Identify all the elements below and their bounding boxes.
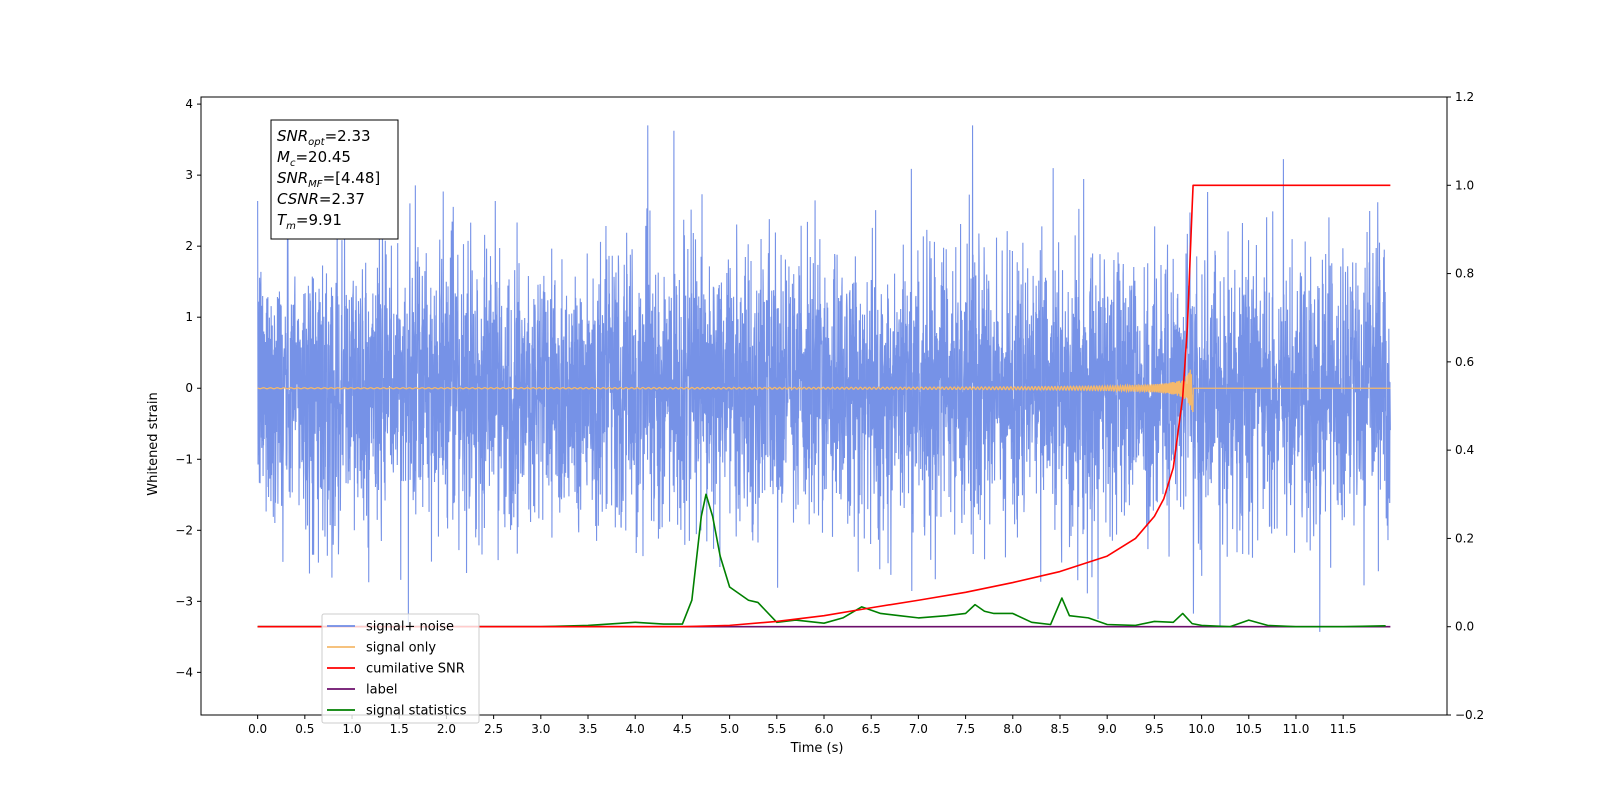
plot-area xyxy=(257,125,1391,632)
x-tick-label: 9.0 xyxy=(1098,722,1117,736)
annotation-line: SNRopt=2.33 xyxy=(277,127,371,148)
y2-tick-label: 1.0 xyxy=(1455,178,1474,192)
y-tick-label: −3 xyxy=(175,594,193,608)
x-axis-label: Time (s) xyxy=(790,741,844,756)
y2-tick-label: 1.2 xyxy=(1455,90,1474,104)
x-tick-label: 5.0 xyxy=(720,722,739,736)
legend: signal+ noise signal only cumilative SNR la… xyxy=(321,613,480,724)
series-signal-plus-noise xyxy=(257,125,1391,632)
x-tick-label: 5.5 xyxy=(767,722,786,736)
legend-item: signal+ noise xyxy=(327,620,454,635)
x-tick-label: 2.5 xyxy=(484,722,503,736)
legend-item: signal only xyxy=(327,641,436,656)
x-tick-label: 0.5 xyxy=(295,722,314,736)
y2-tick-label: 0.2 xyxy=(1455,531,1474,545)
y-axis-label: Whitened strain xyxy=(146,392,161,495)
annotation-line: Tm=9.91 xyxy=(277,211,342,232)
x-tick-label: 6.0 xyxy=(814,722,833,736)
legend-frame xyxy=(321,613,480,724)
x-tick-label: 4.0 xyxy=(626,722,645,736)
y2-tick-label: 0.0 xyxy=(1455,620,1474,634)
x-tick-label: 10.5 xyxy=(1235,722,1262,736)
legend-label: cumilative SNR xyxy=(366,662,465,677)
annotation-line: CSNR=2.37 xyxy=(277,190,365,208)
legend-label: signal only xyxy=(366,641,436,656)
annotation-line: Mc=20.45 xyxy=(277,148,351,169)
legend-label: label xyxy=(366,683,397,698)
x-tick-label: 7.0 xyxy=(909,722,928,736)
x-tick-label: 3.5 xyxy=(578,722,597,736)
y2-tick-label: 0.6 xyxy=(1455,355,1474,369)
y-tick-label: −1 xyxy=(175,452,193,466)
y2-tick-label: 0.4 xyxy=(1455,443,1474,457)
x-tick-label: 6.5 xyxy=(862,722,881,736)
x-tick-label: 9.5 xyxy=(1145,722,1164,736)
x-tick-label: 11.5 xyxy=(1330,722,1357,736)
y-tick-label: −4 xyxy=(175,665,193,679)
series-signal-statistics xyxy=(257,493,1386,628)
x-tick-label: 8.5 xyxy=(1050,722,1069,736)
x-tick-label: 1.5 xyxy=(390,722,409,736)
y-tick-label: 4 xyxy=(185,97,193,111)
series-cumulative-snr xyxy=(257,184,1391,628)
x-tick-label: 8.0 xyxy=(1003,722,1022,736)
series-signal-only xyxy=(257,369,1391,412)
y-tick-label: 1 xyxy=(185,310,193,324)
legend-item: signal statistics xyxy=(327,704,467,719)
x-tick-label: 0.0 xyxy=(248,722,267,736)
y-tick-label: 2 xyxy=(185,239,193,253)
legend-item: cumilative SNR xyxy=(327,662,465,677)
y2-tick-label: −0.2 xyxy=(1455,708,1484,722)
annotation-box: SNRopt=2.33Mc=20.45SNRMF=[4.48]CSNR=2.37… xyxy=(270,119,399,240)
y2-tick-label: 0.8 xyxy=(1455,267,1474,281)
legend-item: label xyxy=(327,683,397,698)
x-tick-label: 7.5 xyxy=(956,722,975,736)
annotation-line: SNRMF=[4.48] xyxy=(277,169,380,190)
x-tick-label: 1.0 xyxy=(342,722,361,736)
x-tick-label: 3.0 xyxy=(531,722,550,736)
annotation-frame xyxy=(270,119,399,240)
x-tick-label: 2.0 xyxy=(437,722,456,736)
axes: 0.0 0.5 1.0 1.5 2.0 2.5 3.0 3.5 4.0 4.5 5.0 5.5 6.0 6… xyxy=(175,90,1484,736)
y-tick-label: −2 xyxy=(175,523,193,537)
x-tick-label: 11.0 xyxy=(1283,722,1310,736)
legend-label: signal+ noise xyxy=(366,620,454,635)
x-tick-label: 4.5 xyxy=(673,722,692,736)
x-tick-label: 10.0 xyxy=(1188,722,1215,736)
legend-label: signal statistics xyxy=(366,704,467,719)
y-tick-label: 3 xyxy=(185,168,193,182)
y-tick-label: 0 xyxy=(185,381,193,395)
